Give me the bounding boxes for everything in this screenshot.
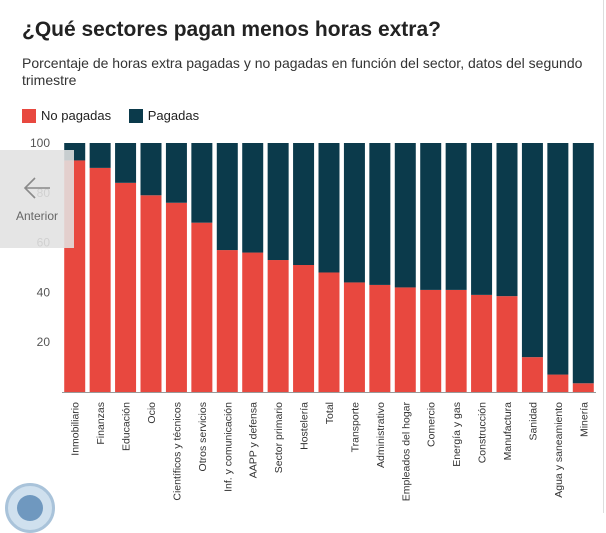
bar-segment-pagadas (216, 143, 238, 251)
bar-segment-no-pagadas (242, 252, 264, 392)
bar-segment-no-pagadas (216, 250, 238, 392)
x-tick-label: Sanidad (527, 402, 539, 441)
x-tick-label: Administrativo (375, 402, 387, 468)
x-tick-label: Sector primario (273, 402, 285, 473)
x-tick-label: Transporte (349, 402, 361, 453)
bar-segment-no-pagadas (293, 265, 315, 392)
legend-swatch-pagadas (128, 108, 143, 123)
x-tick-label: Educación (121, 402, 133, 451)
panel-border (603, 0, 604, 513)
x-tick-label: Hostelería (299, 402, 311, 450)
bar-segment-no-pagadas (445, 289, 467, 392)
chart-subtitle: Porcentaje de horas extra pagadas y no p… (22, 55, 583, 88)
bar-segment-pagadas (89, 143, 111, 168)
legend-item-pagadas: Pagadas (128, 108, 200, 123)
bar-segment-no-pagadas (572, 383, 594, 392)
bar-segment-no-pagadas (394, 287, 416, 392)
bar-segment-no-pagadas (165, 202, 187, 392)
x-tick-label: Construcción (477, 402, 489, 463)
bar-segment-pagadas (445, 143, 467, 290)
legend-item-no-pagadas: No pagadas (22, 108, 111, 123)
bar-segment-no-pagadas (318, 272, 340, 392)
bar-segment-no-pagadas (420, 289, 442, 392)
chart-legend: No pagadas Pagadas (22, 108, 213, 126)
x-tick-label: Manufactura (502, 402, 514, 461)
x-tick-label: Ocio (146, 402, 158, 424)
x-tick-label: Inmobiliario (70, 402, 82, 456)
legend-label-pagadas: Pagadas (147, 108, 200, 123)
y-tick-label: 20 (37, 335, 51, 349)
bar-segment-pagadas (115, 143, 137, 183)
bar-segment-pagadas (369, 143, 391, 285)
x-tick-label: Agua y saneamiento (553, 402, 565, 498)
circle-badge-icon[interactable] (5, 483, 55, 533)
chart-title: ¿Qué sectores pagan menos horas extra? (22, 18, 441, 41)
legend-swatch-no-pagadas (22, 108, 36, 123)
previous-label: Anterior (15, 209, 59, 223)
bar-segment-pagadas (293, 143, 315, 266)
bar-segment-pagadas (242, 143, 264, 253)
x-tick-label: Comercio (426, 402, 438, 447)
x-tick-label: Científicos y técnicos (171, 402, 183, 501)
bar-segment-pagadas (318, 143, 340, 273)
x-tick-label: Empleados del hogar (400, 401, 412, 501)
bar-segment-pagadas (394, 143, 416, 288)
bar-segment-pagadas (547, 143, 569, 375)
circle-badge-inner (17, 495, 43, 521)
bar-segment-pagadas (521, 143, 543, 358)
bar-segment-no-pagadas (496, 296, 518, 392)
bar-segment-pagadas (140, 143, 162, 196)
bar-segment-pagadas (420, 143, 442, 290)
x-tick-label: Minería (578, 402, 590, 437)
stacked-bar-chart: 20406080100InmobiliarioFinanzasEducación… (30, 136, 596, 501)
bar-segment-pagadas (343, 143, 365, 283)
bar-segment-no-pagadas (471, 294, 493, 392)
bar-segment-no-pagadas (521, 357, 543, 392)
bar-segment-no-pagadas (547, 374, 569, 392)
bar-segment-no-pagadas (89, 167, 111, 392)
bar-segment-no-pagadas (369, 284, 391, 392)
bar-segment-no-pagadas (343, 282, 365, 392)
bar-segment-pagadas (496, 143, 518, 297)
arrow-left-icon (23, 177, 50, 199)
x-tick-label: Finanzas (95, 402, 107, 445)
previous-button[interactable]: Anterior (0, 150, 74, 248)
bar-segment-no-pagadas (191, 222, 213, 392)
bar-segment-no-pagadas (267, 260, 289, 392)
x-tick-label: Total (324, 402, 336, 424)
bar-segment-no-pagadas (115, 182, 137, 392)
bar-segment-pagadas (267, 143, 289, 261)
bar-segment-pagadas (165, 143, 187, 203)
x-tick-label: AAPP y defensa (248, 402, 260, 478)
bar-segment-no-pagadas (140, 195, 162, 392)
legend-label-no-pagadas: No pagadas (41, 108, 112, 123)
y-tick-label: 40 (37, 285, 51, 299)
x-tick-label: Otros servicios (197, 402, 209, 471)
bar-segment-pagadas (191, 143, 213, 223)
x-tick-label: Energía y gas (451, 402, 463, 467)
bar-segment-pagadas (572, 143, 594, 384)
y-tick-label: 100 (30, 136, 50, 150)
bar-segment-pagadas (471, 143, 493, 295)
x-tick-label: Inf. y comunicación (222, 402, 234, 492)
